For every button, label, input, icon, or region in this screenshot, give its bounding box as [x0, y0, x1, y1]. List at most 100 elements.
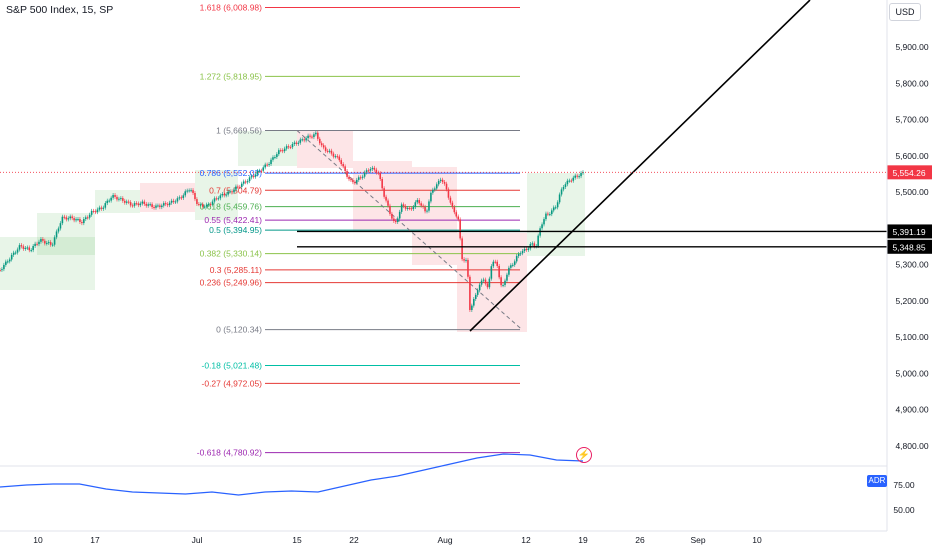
candle-body — [211, 201, 214, 205]
chart-title: S&P 500 Index, 15, SP — [6, 4, 114, 16]
price-tick-label: 5,900.00 — [895, 42, 928, 52]
candle-body — [79, 219, 81, 223]
trend-line — [469, 0, 811, 332]
candle-body — [301, 139, 304, 141]
candle-body — [311, 136, 313, 138]
candle-body — [205, 204, 208, 207]
fib-level-label: 0.786 (5,552.03) — [200, 168, 263, 178]
candle-body — [484, 279, 487, 284]
adr-badge[interactable]: ADR — [867, 475, 887, 487]
fib-trend-line — [296, 130, 523, 331]
candle-body — [396, 218, 399, 222]
candle-body — [266, 164, 268, 166]
candle-body — [233, 189, 235, 193]
candle-body — [350, 179, 352, 181]
candle-body — [400, 204, 403, 212]
candle-body — [149, 204, 151, 206]
candle-body — [527, 248, 530, 250]
candle-body — [547, 213, 549, 215]
candle-body — [270, 159, 272, 165]
fib-level-label: -0.618 (4,780.92) — [197, 448, 262, 458]
candle-body — [94, 211, 97, 213]
candle-body — [371, 167, 374, 170]
candle-body — [365, 170, 368, 173]
candle-body — [441, 179, 444, 182]
candle-body — [412, 206, 415, 210]
fib-level-label: 0.5 (5,394.95) — [209, 225, 262, 235]
candle-body — [424, 206, 426, 212]
candle-body — [141, 201, 144, 204]
fib-level-label: 0.382 (5,330.14) — [200, 249, 263, 259]
candle-body — [215, 198, 218, 200]
horizontal-level-tag — [887, 239, 932, 254]
candle-body — [100, 207, 103, 209]
candle-body — [389, 205, 391, 214]
fib-level-label: -0.27 (4,972.05) — [202, 378, 263, 388]
candle-body — [465, 259, 467, 261]
candle-body — [398, 211, 401, 219]
candle-body — [22, 246, 25, 249]
candle-body — [318, 138, 321, 144]
candle-body — [560, 189, 563, 195]
candle-body — [482, 279, 485, 281]
candle-body — [200, 204, 202, 206]
candle-body — [102, 207, 105, 209]
candle-body — [198, 204, 200, 206]
candle-body — [182, 195, 185, 198]
position-zone — [238, 131, 297, 166]
candle-body — [36, 243, 38, 245]
candle-body — [42, 239, 44, 241]
candle-body — [435, 184, 438, 189]
candle-body — [478, 284, 481, 291]
lightning-icon[interactable]: ⚡ — [576, 447, 592, 463]
candle-body — [576, 175, 578, 177]
candle-body — [213, 198, 216, 202]
candle-body — [418, 200, 421, 204]
candle-body — [508, 267, 510, 275]
fib-level-label: 0 (5,120.34) — [216, 325, 262, 335]
candle-body — [402, 204, 405, 207]
candle-body — [326, 150, 329, 152]
candle-body — [127, 201, 130, 203]
candle-body — [291, 144, 294, 148]
candle-body — [379, 173, 382, 180]
candle-body — [293, 142, 296, 145]
candle-body — [172, 200, 175, 202]
candle-body — [116, 196, 118, 200]
candle-body — [120, 198, 122, 200]
time-tick-label: 10 — [33, 535, 43, 545]
candle-body — [219, 195, 222, 199]
time-tick-label: 19 — [578, 535, 588, 545]
fib-level-label: 0.236 (5,249.96) — [200, 278, 263, 288]
candle-body — [443, 181, 446, 184]
candle-body — [556, 202, 559, 208]
candle-body — [488, 278, 491, 288]
candle-body — [578, 176, 580, 178]
position-zone — [195, 170, 238, 220]
price-tick-label: 5,600.00 — [895, 151, 928, 161]
candle-body — [170, 200, 173, 203]
candle-body — [201, 204, 204, 207]
candle-body — [5, 261, 7, 265]
candle-body — [272, 157, 274, 160]
position-zone — [412, 167, 457, 265]
candle-body — [184, 191, 187, 196]
candle-body — [543, 219, 545, 225]
candle-body — [354, 182, 356, 184]
candle-body — [506, 274, 508, 281]
candle-body — [16, 249, 19, 253]
candle-body — [10, 254, 13, 260]
candle-body — [570, 180, 573, 182]
candle-body — [367, 170, 370, 172]
currency-button[interactable]: USD — [889, 3, 921, 21]
candle-body — [348, 176, 350, 180]
candle-body — [229, 191, 231, 193]
price-tick-label: 5,800.00 — [895, 78, 928, 88]
candle-body — [385, 196, 387, 201]
candle-body — [502, 285, 504, 287]
candle-body — [504, 280, 506, 286]
candle-body — [295, 142, 298, 144]
candle-body — [568, 180, 571, 182]
candle-body — [340, 160, 343, 165]
